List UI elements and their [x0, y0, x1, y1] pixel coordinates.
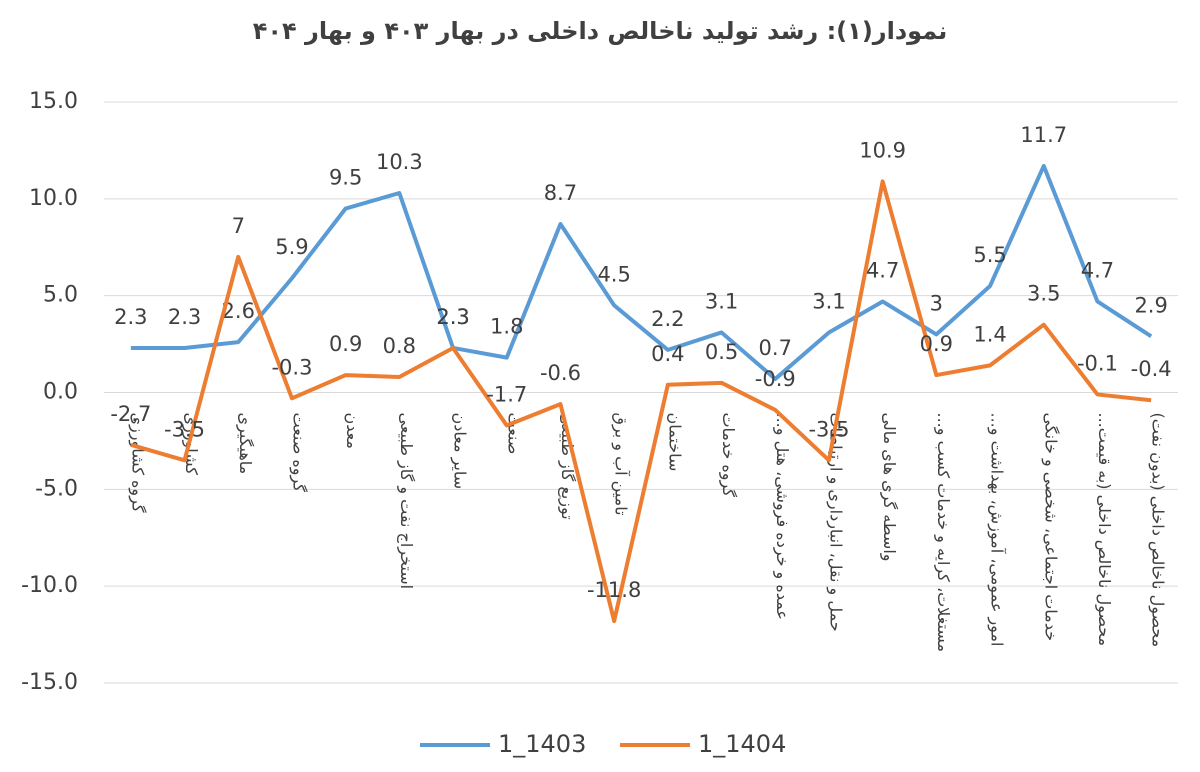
x-tick-label: گروه کشاورزی [127, 413, 147, 513]
y-tick-label: -10.0 [21, 573, 78, 598]
y-tick-label: 15.0 [29, 89, 78, 114]
data-label: 1.4 [973, 322, 1006, 346]
data-label: 2.3 [114, 305, 147, 329]
x-tick-label: تامین آب و برق [611, 413, 631, 516]
data-label: 0.9 [329, 332, 362, 356]
data-label: 2.3 [436, 305, 469, 329]
data-label: -3.5 [808, 417, 849, 441]
series-line [130, 179, 1152, 624]
data-label: -0.1 [1077, 351, 1118, 375]
x-tick-label: عمده و خرده فروشی، هتل و... [772, 413, 792, 620]
data-label: 11.7 [1020, 123, 1067, 147]
series-line [130, 163, 1153, 381]
x-tick-label: استخراج نفت و گاز طبیعی [396, 413, 416, 590]
x-tick-label: ماهیگیری [235, 413, 255, 475]
data-label: 0.5 [705, 340, 738, 364]
x-tick-label: واسطه گری های مالی [879, 413, 899, 562]
data-label: 3.1 [705, 289, 738, 313]
data-label: -0.6 [540, 361, 581, 385]
data-label: -2.7 [110, 402, 151, 426]
data-label: 3 [930, 291, 943, 315]
data-label: 0.7 [759, 336, 792, 360]
x-tick-label: ساختمان [665, 413, 684, 472]
x-tick-label: خدمات اجتماعی، شخصی و خانگی [1040, 413, 1060, 642]
y-tick-label: 5.0 [43, 283, 78, 308]
data-label: 2.2 [651, 307, 684, 331]
data-label: 7 [232, 214, 245, 238]
data-label: 1.8 [490, 315, 523, 339]
data-label: 0.4 [651, 342, 684, 366]
data-label: -11.8 [587, 578, 641, 602]
x-tick-label: گروه خدمات [718, 413, 738, 498]
data-label: 9.5 [329, 166, 362, 190]
data-label: -3.5 [164, 417, 205, 441]
y-tick-label: -15.0 [21, 670, 78, 695]
data-label: 5.9 [275, 235, 308, 259]
data-label: 5.5 [973, 243, 1006, 267]
chart-title: نمودار(۱): رشد تولید ناخالص داخلی در بها… [253, 17, 948, 45]
x-tick-label: محصول ناخالص داخلی (بدون نفت) [1148, 413, 1168, 648]
data-label: 2.9 [1134, 293, 1167, 317]
x-tick-label: سایر معادن [450, 413, 470, 490]
data-label: 10.3 [376, 150, 423, 174]
data-label: 4.7 [1081, 258, 1114, 282]
x-tick-label: توزیع گاز طبیعی [557, 413, 577, 520]
data-label: -0.4 [1131, 357, 1172, 381]
y-tick-label: 10.0 [29, 186, 78, 211]
data-label: -0.3 [271, 355, 312, 379]
data-label: 10.9 [859, 138, 906, 162]
data-label: 0.9 [920, 332, 953, 356]
x-tick-label: معدن [343, 413, 362, 449]
x-tick-label: حمل و نقل، انبارداری و ارتباطات [825, 413, 845, 632]
legend-label: 1_1403 [498, 730, 586, 758]
data-label: 8.7 [544, 181, 577, 205]
data-label: 4.7 [866, 258, 899, 282]
x-tick-label: گروه صنعت [288, 413, 308, 493]
y-tick-label: 0.0 [43, 380, 78, 405]
legend-label: 1_1404 [698, 730, 786, 758]
data-label: -0.9 [755, 367, 796, 391]
x-tick-label: مستغلات، کرایه و خدمات کسب و... [933, 413, 953, 653]
data-label: 4.5 [597, 262, 630, 286]
x-tick-label: محصول ناخالص داخلی (به قیمت... [1094, 413, 1114, 647]
data-label: 3.5 [1027, 282, 1060, 306]
data-label: 3.1 [812, 289, 845, 313]
y-tick-label: -5.0 [35, 476, 78, 501]
data-label: 0.8 [383, 334, 416, 358]
x-tick-label: امور عمومی، آموزش، بهداشت و... [987, 413, 1007, 647]
data-label: 2.3 [168, 305, 201, 329]
data-label: 2.3 [436, 305, 469, 329]
data-label: -1.7 [486, 382, 527, 406]
